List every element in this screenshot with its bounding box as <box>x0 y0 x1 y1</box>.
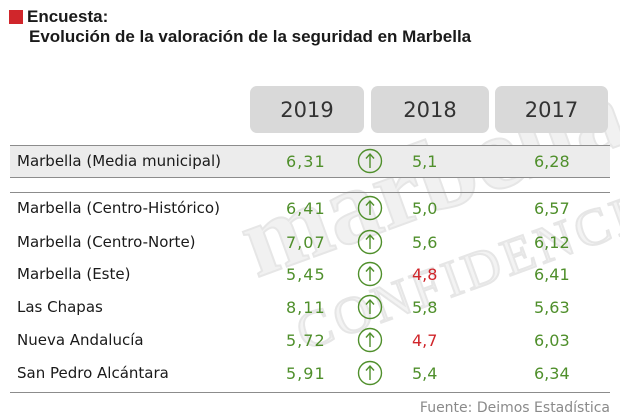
value-2017: 6,03 <box>534 330 570 350</box>
row-label: Marbella (Centro-Norte) <box>17 233 196 251</box>
value-2019: 7,07 <box>286 232 326 252</box>
trend-up-icon <box>356 325 384 355</box>
trend-up-icon <box>356 227 384 257</box>
row-label: Las Chapas <box>17 298 103 316</box>
table-row: Marbella (Centro-Histórico) 6,41 5,0 6,57 <box>10 193 610 223</box>
table-row: Marbella (Este) 5,45 4,8 6,41 <box>10 259 610 289</box>
value-2018: 5,0 <box>412 198 438 218</box>
value-2019: 5,91 <box>286 363 326 383</box>
value-2019: 5,72 <box>286 330 326 350</box>
chart-title: Evolución de la valoración de la segurid… <box>29 27 472 46</box>
trend-up-icon <box>356 193 384 223</box>
trend-up-icon <box>356 292 384 322</box>
value-2018: 5,8 <box>412 297 438 317</box>
red-square-icon <box>9 10 23 24</box>
row-divider <box>10 192 610 193</box>
value-2017: 6,12 <box>534 232 570 252</box>
value-2019: 6,31 <box>286 151 326 171</box>
table-row: Nueva Andalucía 5,72 4,7 6,03 <box>10 325 610 355</box>
column-header-2019: 2019 <box>250 86 364 133</box>
value-2019: 6,41 <box>286 198 326 218</box>
trend-up-icon <box>356 358 384 388</box>
kicker: Encuesta: <box>27 7 109 26</box>
trend-up-icon <box>356 259 384 289</box>
row-label: Marbella (Este) <box>17 265 131 283</box>
header: Encuesta: <box>9 6 108 28</box>
column-header-2017: 2017 <box>495 86 608 133</box>
table-row: San Pedro Alcántara 5,91 5,4 6,34 <box>10 358 610 388</box>
row-label: Marbella (Centro-Histórico) <box>17 199 220 217</box>
municipal-highlight-band <box>10 146 610 177</box>
value-2018: 5,4 <box>412 363 438 383</box>
row-label: San Pedro Alcántara <box>17 364 169 382</box>
value-2018: 5,1 <box>412 151 438 171</box>
table-row: Las Chapas 8,11 5,8 5,63 <box>10 292 610 322</box>
value-2018: 4,8 <box>412 264 438 284</box>
row-divider <box>10 145 610 146</box>
row-label: Marbella (Media municipal) <box>17 152 221 170</box>
source-note: Fuente: Deimos Estadística <box>419 400 610 416</box>
value-2017: 6,57 <box>534 198 570 218</box>
column-header-2018: 2018 <box>371 86 489 133</box>
value-2017: 6,28 <box>534 151 570 171</box>
trend-up-icon <box>356 146 384 176</box>
value-2019: 8,11 <box>286 297 326 317</box>
row-divider <box>10 392 610 393</box>
value-2018: 5,6 <box>412 232 438 252</box>
value-2018: 4,7 <box>412 330 438 350</box>
row-label: Nueva Andalucía <box>17 331 144 349</box>
value-2017: 5,63 <box>534 297 570 317</box>
row-divider <box>10 177 610 178</box>
table-row: Marbella (Centro-Norte) 7,07 5,6 6,12 <box>10 227 610 257</box>
value-2019: 5,45 <box>286 264 326 284</box>
value-2017: 6,41 <box>534 264 570 284</box>
value-2017: 6,34 <box>534 363 570 383</box>
table-row-municipal: Marbella (Media municipal) 6,31 5,1 6,28 <box>10 146 610 176</box>
